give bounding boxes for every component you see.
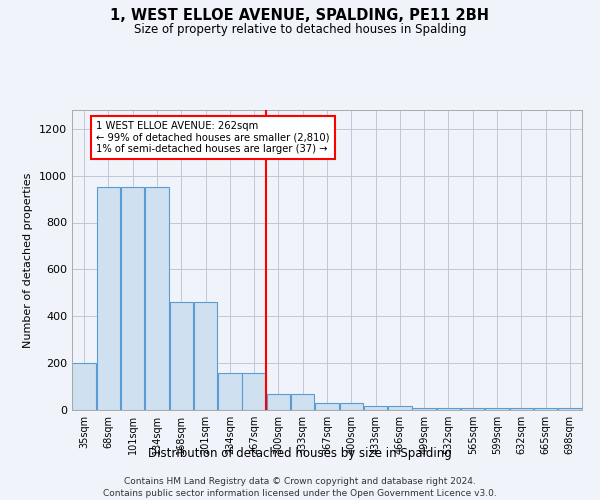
Text: Distribution of detached houses by size in Spalding: Distribution of detached houses by size … [148, 448, 452, 460]
Bar [194, 302, 217, 410]
Bar [558, 408, 581, 410]
Bar [242, 372, 266, 410]
Bar [97, 188, 120, 410]
Bar [461, 408, 484, 410]
Text: Contains public sector information licensed under the Open Government Licence v3: Contains public sector information licen… [103, 489, 497, 498]
Bar [291, 394, 314, 410]
Bar [266, 394, 290, 410]
Bar [170, 302, 193, 410]
Bar [315, 403, 339, 410]
Bar [509, 408, 533, 410]
Bar [437, 408, 460, 410]
Bar [412, 408, 436, 410]
Bar [388, 406, 412, 410]
Y-axis label: Number of detached properties: Number of detached properties [23, 172, 34, 348]
Bar [218, 372, 242, 410]
Text: 1, WEST ELLOE AVENUE, SPALDING, PE11 2BH: 1, WEST ELLOE AVENUE, SPALDING, PE11 2BH [110, 8, 490, 22]
Bar [121, 188, 145, 410]
Bar [364, 406, 388, 410]
Text: Contains HM Land Registry data © Crown copyright and database right 2024.: Contains HM Land Registry data © Crown c… [124, 478, 476, 486]
Text: Size of property relative to detached houses in Spalding: Size of property relative to detached ho… [134, 22, 466, 36]
Bar [340, 403, 363, 410]
Text: 1 WEST ELLOE AVENUE: 262sqm
← 99% of detached houses are smaller (2,810)
1% of s: 1 WEST ELLOE AVENUE: 262sqm ← 99% of det… [96, 120, 330, 154]
Bar [73, 363, 96, 410]
Bar [534, 408, 557, 410]
Bar [485, 408, 509, 410]
Bar [145, 188, 169, 410]
